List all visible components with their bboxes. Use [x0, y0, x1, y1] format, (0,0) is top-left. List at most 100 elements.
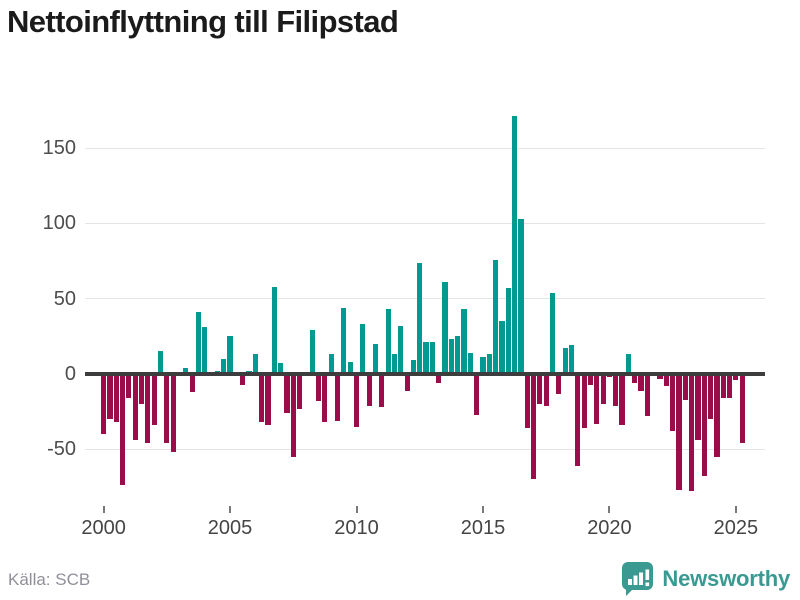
bar: [467, 352, 473, 374]
chart-title: Nettoinflyttning till Filipstad: [7, 4, 399, 39]
bar: [670, 374, 676, 432]
y-tick-label: 50: [53, 287, 76, 310]
bar: [726, 374, 733, 399]
bar: [101, 374, 107, 435]
bar: [493, 259, 499, 374]
bar: [398, 325, 404, 374]
bar: [562, 348, 568, 374]
bar: [353, 374, 360, 427]
bar: [480, 357, 486, 374]
bar: [126, 374, 132, 399]
bar: [240, 374, 246, 385]
x-tick-mark: [229, 506, 232, 513]
bar: [625, 354, 631, 374]
bar: [271, 286, 277, 374]
bar: [663, 374, 669, 387]
newsworthy-icon: [621, 561, 655, 597]
bar: [119, 374, 126, 486]
bar: [518, 218, 524, 374]
x-tick-label: 2005: [207, 517, 253, 539]
bar: [613, 374, 619, 406]
bar: [334, 374, 341, 421]
bar: [410, 360, 416, 374]
bar: [448, 339, 454, 374]
bar: [297, 374, 303, 409]
bar: [347, 361, 353, 374]
bar: [309, 330, 315, 374]
zero-axis-line: [85, 372, 765, 376]
bar: [682, 374, 688, 400]
bar: [461, 309, 467, 374]
y-tick-label: -50: [47, 438, 76, 461]
x-tick-label: 2020: [587, 517, 632, 539]
bar: [360, 324, 366, 374]
bar: [113, 374, 119, 423]
bar: [549, 292, 556, 374]
bar: [689, 374, 695, 492]
source-label: Källa: SCB: [8, 570, 91, 589]
bar: [568, 345, 575, 374]
bar: [455, 336, 461, 374]
bar: [227, 336, 233, 374]
bar: [183, 367, 189, 374]
bar: [632, 374, 638, 384]
gridline-50: [85, 298, 765, 300]
x-tick-label: 2025: [713, 517, 759, 539]
bar: [417, 262, 423, 374]
bar: [138, 374, 145, 405]
x-tick-mark: [734, 506, 737, 513]
bar: [701, 374, 707, 477]
bar: [739, 374, 745, 444]
bar: [733, 374, 739, 381]
y-tick-label: 100: [42, 212, 76, 235]
bar: [322, 374, 328, 423]
bar: [714, 374, 720, 457]
x-tick-mark: [481, 506, 484, 513]
bar: [486, 354, 492, 374]
bar: [644, 374, 650, 417]
x-tick-label: 2015: [460, 517, 506, 539]
bar: [695, 374, 701, 441]
bar: [221, 358, 227, 374]
bar: [366, 374, 372, 406]
x-tick-label: 2010: [334, 517, 379, 539]
bar: [587, 374, 594, 385]
bar: [619, 374, 625, 426]
bar: [189, 374, 195, 393]
bar: [537, 374, 543, 405]
bar: [202, 327, 208, 374]
bar: [499, 321, 505, 374]
bar: [543, 374, 549, 406]
bar: [195, 312, 202, 374]
x-tick-mark: [355, 506, 358, 513]
bar: [379, 374, 385, 408]
x-tick-label: 2000: [81, 517, 126, 539]
bar: [315, 374, 322, 402]
x-tick-mark: [102, 506, 105, 513]
bar: [436, 374, 442, 384]
bar: [328, 354, 334, 374]
bar: [265, 374, 271, 426]
newsworthy-logo[interactable]: Newsworthy: [621, 561, 790, 597]
bar: [442, 282, 448, 374]
bar: [511, 116, 518, 374]
bar: [708, 374, 714, 420]
plot-area: [85, 110, 765, 522]
bar: [429, 342, 435, 374]
bar: [391, 354, 398, 374]
bar: [157, 351, 164, 374]
bar: [132, 374, 138, 441]
bar: [638, 374, 644, 391]
bar: [575, 374, 581, 466]
bar: [474, 374, 480, 415]
bar: [657, 374, 663, 379]
bar: [341, 307, 347, 374]
bar: [423, 342, 429, 374]
bar: [252, 354, 258, 374]
bar: [524, 374, 530, 429]
bar: [505, 288, 511, 374]
bar: [530, 374, 537, 480]
bar: [404, 374, 410, 391]
bar: [164, 374, 170, 444]
